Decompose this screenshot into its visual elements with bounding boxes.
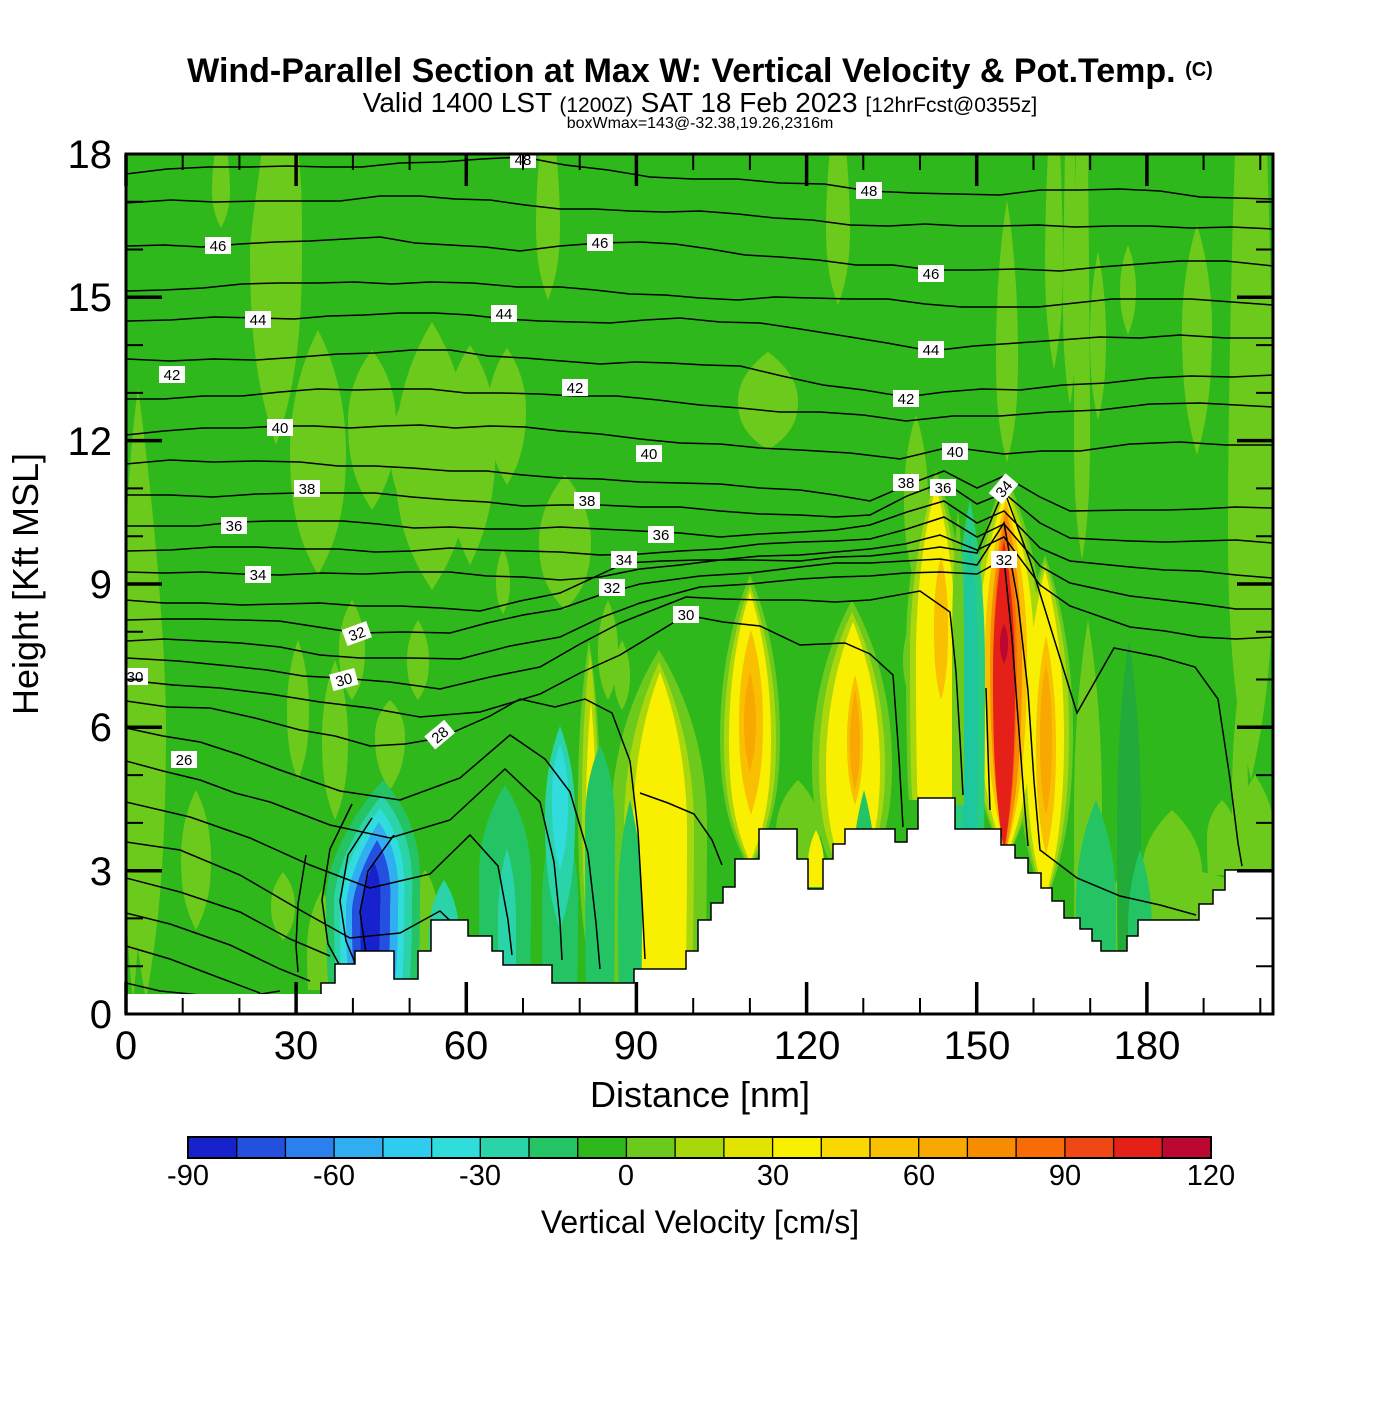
svg-text:3: 3 — [90, 850, 112, 894]
svg-text:15: 15 — [68, 276, 113, 320]
svg-text:-60: -60 — [313, 1160, 355, 1192]
svg-text:60: 60 — [903, 1160, 935, 1192]
svg-text:Wind-Parallel Section at Max W: Wind-Parallel Section at Max W: Vertical… — [187, 52, 1213, 90]
svg-text:44: 44 — [923, 342, 940, 359]
svg-text:48: 48 — [861, 183, 878, 200]
svg-text:Vertical Velocity [cm/s]: Vertical Velocity [cm/s] — [541, 1204, 859, 1240]
svg-text:Distance [nm]: Distance [nm] — [590, 1074, 810, 1115]
svg-text:9: 9 — [90, 563, 112, 607]
svg-text:0: 0 — [90, 993, 112, 1037]
svg-text:36: 36 — [653, 527, 670, 544]
svg-text:12: 12 — [68, 420, 113, 464]
svg-text:boxWmax=143@-32.38,19.26,2316m: boxWmax=143@-32.38,19.26,2316m — [567, 115, 834, 132]
svg-text:44: 44 — [250, 312, 267, 329]
svg-text:32: 32 — [604, 580, 621, 597]
svg-text:46: 46 — [923, 266, 940, 283]
svg-text:6: 6 — [90, 706, 112, 750]
svg-text:-30: -30 — [459, 1160, 501, 1192]
svg-text:0: 0 — [618, 1160, 634, 1192]
svg-text:32: 32 — [346, 624, 367, 646]
svg-text:32: 32 — [996, 552, 1013, 569]
svg-text:30: 30 — [334, 670, 355, 691]
svg-text:18: 18 — [68, 133, 113, 177]
svg-text:120: 120 — [1187, 1160, 1235, 1192]
svg-text:44: 44 — [496, 306, 513, 323]
svg-text:34: 34 — [250, 567, 267, 584]
svg-text:30: 30 — [757, 1160, 789, 1192]
svg-text:180: 180 — [1114, 1024, 1181, 1068]
svg-text:90: 90 — [1049, 1160, 1081, 1192]
svg-text:150: 150 — [944, 1024, 1011, 1068]
svg-text:42: 42 — [898, 391, 915, 408]
svg-text:Height [Kft MSL]: Height [Kft MSL] — [5, 453, 46, 715]
svg-text:38: 38 — [299, 481, 316, 498]
svg-text:46: 46 — [592, 235, 609, 252]
svg-text:40: 40 — [947, 444, 964, 461]
svg-text:40: 40 — [272, 420, 289, 437]
svg-text:46: 46 — [210, 238, 227, 255]
svg-text:36: 36 — [226, 518, 243, 535]
svg-text:30: 30 — [678, 607, 695, 624]
svg-text:42: 42 — [567, 380, 584, 397]
svg-text:60: 60 — [444, 1024, 489, 1068]
svg-text:36: 36 — [935, 480, 952, 497]
svg-text:30: 30 — [274, 1024, 319, 1068]
svg-text:38: 38 — [898, 475, 915, 492]
svg-text:42: 42 — [164, 367, 181, 384]
svg-text:-90: -90 — [167, 1160, 209, 1192]
svg-text:26: 26 — [176, 752, 193, 769]
svg-text:90: 90 — [614, 1024, 659, 1068]
svg-text:38: 38 — [579, 493, 596, 510]
svg-text:34: 34 — [616, 552, 633, 569]
svg-text:40: 40 — [641, 446, 658, 463]
svg-text:0: 0 — [115, 1024, 137, 1068]
svg-text:30: 30 — [127, 669, 144, 686]
svg-text:120: 120 — [774, 1024, 841, 1068]
